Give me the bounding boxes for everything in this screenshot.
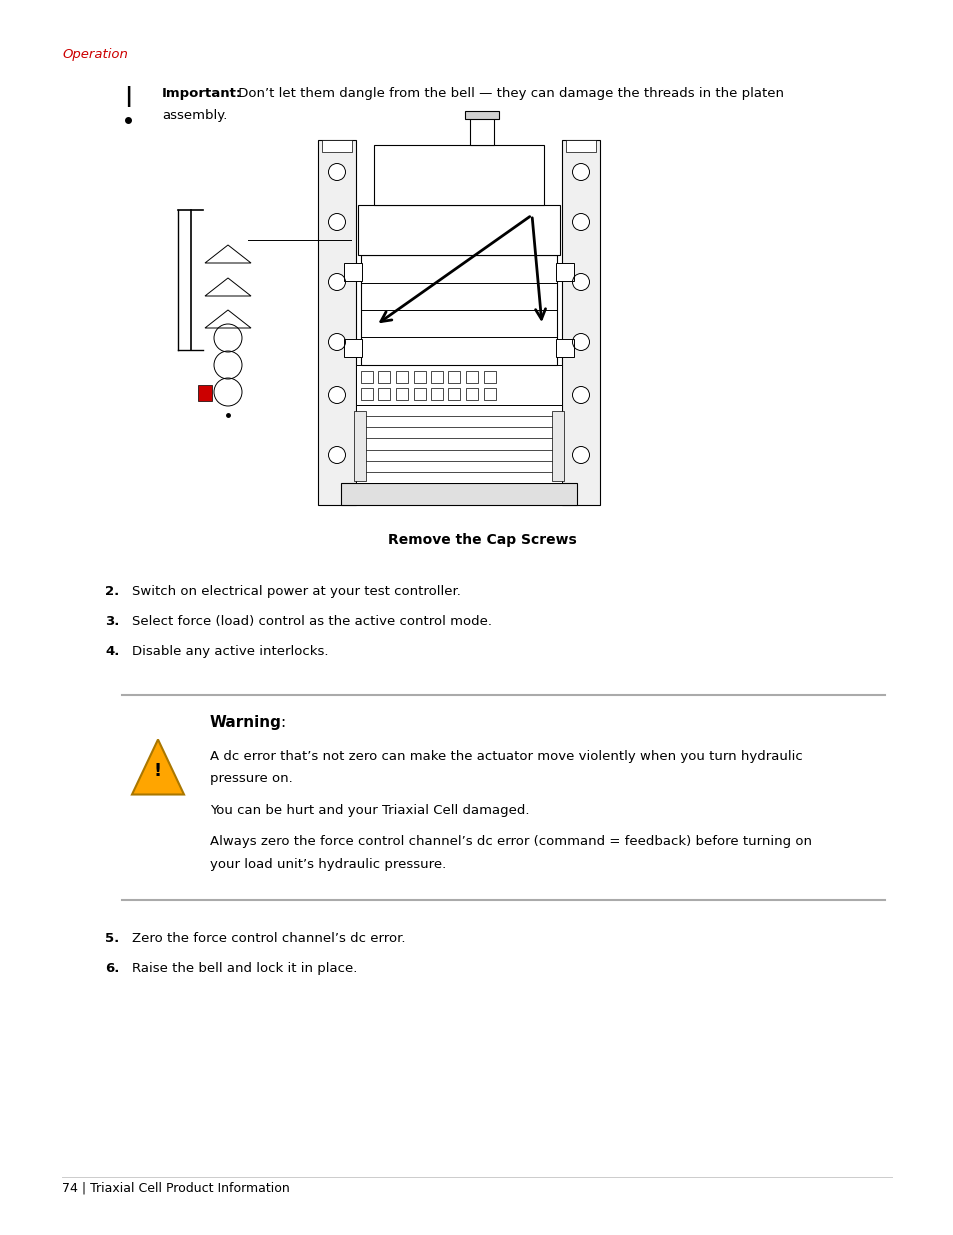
Text: :: : (280, 715, 285, 730)
Circle shape (213, 324, 242, 352)
Bar (465, 388, 477, 400)
Text: Warning: Warning (210, 715, 281, 730)
Bar (556, 263, 574, 282)
Text: Remove the Cap Screws: Remove the Cap Screws (387, 534, 576, 547)
Text: 3.: 3. (105, 615, 119, 629)
Text: 2.: 2. (105, 585, 119, 598)
Bar (448, 370, 460, 383)
Text: assembly.: assembly. (162, 109, 227, 122)
Polygon shape (132, 740, 184, 794)
Circle shape (328, 163, 345, 180)
Text: Switch on electrical power at your test controller.: Switch on electrical power at your test … (132, 585, 460, 598)
Text: your load unit’s hydraulic pressure.: your load unit’s hydraulic pressure. (210, 858, 446, 871)
Polygon shape (205, 310, 251, 329)
Bar (431, 370, 442, 383)
Bar (198, 385, 212, 401)
Bar (340, 483, 577, 505)
Bar (561, 140, 599, 505)
Bar (360, 370, 373, 383)
Text: 5.: 5. (105, 932, 119, 945)
Text: Don’t let them dangle from the bell — they can damage the threads in the platen: Don’t let them dangle from the bell — th… (233, 86, 783, 100)
Bar (360, 388, 373, 400)
Circle shape (213, 351, 242, 379)
Text: pressure on.: pressure on. (210, 773, 293, 785)
Text: Important:: Important: (162, 86, 242, 100)
Circle shape (572, 333, 589, 351)
Bar (464, 111, 498, 119)
Text: Disable any active interlocks.: Disable any active interlocks. (132, 645, 328, 658)
Bar (552, 411, 563, 480)
Bar (395, 388, 408, 400)
Text: A dc error that’s not zero can make the actuator move violently when you turn hy: A dc error that’s not zero can make the … (210, 750, 801, 763)
Circle shape (328, 273, 345, 290)
Bar (395, 370, 408, 383)
Bar (322, 140, 352, 152)
Circle shape (328, 387, 345, 404)
Circle shape (572, 447, 589, 463)
Circle shape (328, 214, 345, 231)
Text: You can be hurt and your Triaxial Cell damaged.: You can be hurt and your Triaxial Cell d… (210, 804, 529, 818)
Text: Always zero the force control channel’s dc error (command = feedback) before tur: Always zero the force control channel’s … (210, 836, 811, 848)
Circle shape (572, 214, 589, 231)
Circle shape (572, 163, 589, 180)
Bar (317, 140, 355, 505)
Text: Zero the force control channel’s dc error.: Zero the force control channel’s dc erro… (132, 932, 405, 945)
Circle shape (213, 378, 242, 406)
Polygon shape (205, 245, 251, 263)
Text: Select force (load) control as the active control mode.: Select force (load) control as the activ… (132, 615, 492, 629)
Circle shape (328, 333, 345, 351)
Text: Raise the bell and lock it in place.: Raise the bell and lock it in place. (132, 962, 357, 974)
Polygon shape (205, 278, 251, 296)
Text: 6.: 6. (105, 962, 119, 974)
Bar (374, 144, 543, 205)
Bar (565, 140, 596, 152)
Bar (448, 388, 460, 400)
Bar (413, 370, 425, 383)
Bar (431, 388, 442, 400)
Bar (483, 370, 495, 383)
Bar (344, 338, 361, 357)
Bar (360, 254, 557, 366)
Bar (378, 388, 390, 400)
Bar (355, 366, 561, 405)
Bar (357, 205, 559, 254)
Bar (344, 263, 361, 282)
Circle shape (572, 273, 589, 290)
Bar (355, 405, 561, 483)
Bar (556, 338, 574, 357)
Circle shape (328, 447, 345, 463)
Text: 4.: 4. (105, 645, 119, 658)
Bar (483, 388, 495, 400)
Text: Operation: Operation (62, 48, 128, 61)
Circle shape (572, 387, 589, 404)
Bar (465, 370, 477, 383)
Bar (354, 411, 366, 480)
Bar (413, 388, 425, 400)
Text: |: | (124, 86, 132, 107)
Bar (378, 370, 390, 383)
Bar (470, 115, 494, 144)
Text: !: ! (153, 762, 162, 781)
Text: 74 | Triaxial Cell Product Information: 74 | Triaxial Cell Product Information (62, 1182, 290, 1195)
